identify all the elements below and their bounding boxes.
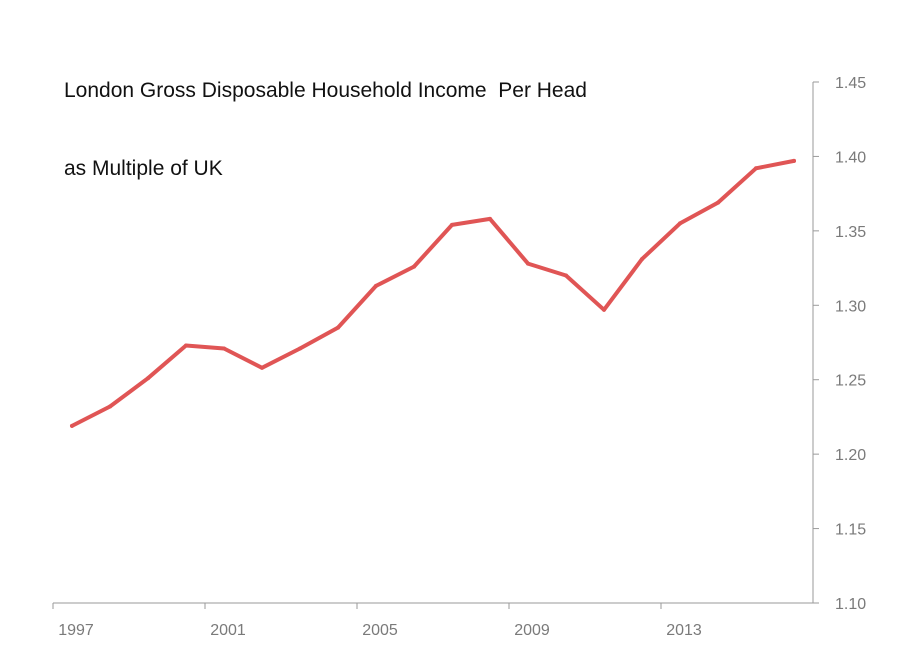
- x-tick-label: 2001: [210, 622, 246, 639]
- x-tick-label: 1997: [58, 622, 94, 639]
- y-tick-label: 1.30: [835, 298, 866, 315]
- data-point: [450, 222, 454, 227]
- y-tick-label: 1.10: [835, 596, 866, 613]
- chart-title: London Gross Disposable Household Income…: [64, 26, 587, 208]
- data-point: [640, 257, 644, 262]
- data-point: [716, 200, 720, 205]
- data-point: [374, 283, 378, 288]
- data-point: [70, 423, 74, 428]
- y-tick-label: 1.40: [835, 149, 866, 166]
- data-point: [488, 216, 492, 221]
- data-point: [602, 307, 606, 312]
- x-tick-label: 2009: [514, 622, 550, 639]
- data-point: [336, 325, 340, 330]
- chart-series: [70, 158, 796, 428]
- x-tick-label: 2005: [362, 622, 398, 639]
- data-point: [184, 343, 188, 348]
- data-point: [222, 346, 226, 351]
- data-point: [564, 273, 568, 278]
- y-tick-label: 1.45: [835, 75, 866, 92]
- series-line: [70, 158, 796, 428]
- x-tick-label: 2013: [666, 622, 702, 639]
- data-point: [108, 404, 112, 409]
- data-point: [260, 365, 264, 370]
- data-point: [146, 376, 150, 381]
- y-tick-label: 1.20: [835, 447, 866, 464]
- data-point: [792, 158, 796, 163]
- data-point: [754, 166, 758, 171]
- data-point: [298, 346, 302, 351]
- data-point: [412, 264, 416, 269]
- chart-title-line-1: London Gross Disposable Household Income…: [64, 79, 587, 102]
- y-tick-label: 1.35: [835, 224, 866, 241]
- data-point: [678, 221, 682, 226]
- data-point: [526, 261, 530, 266]
- chart-title-line-2: as Multiple of UK: [64, 157, 223, 180]
- y-tick-label: 1.15: [835, 522, 866, 539]
- y-tick-label: 1.25: [835, 373, 866, 390]
- chart-axes: 1997 2001 2005 2009 2013 1.45 1.40 1.35 1.30 1.25…: [52, 75, 866, 639]
